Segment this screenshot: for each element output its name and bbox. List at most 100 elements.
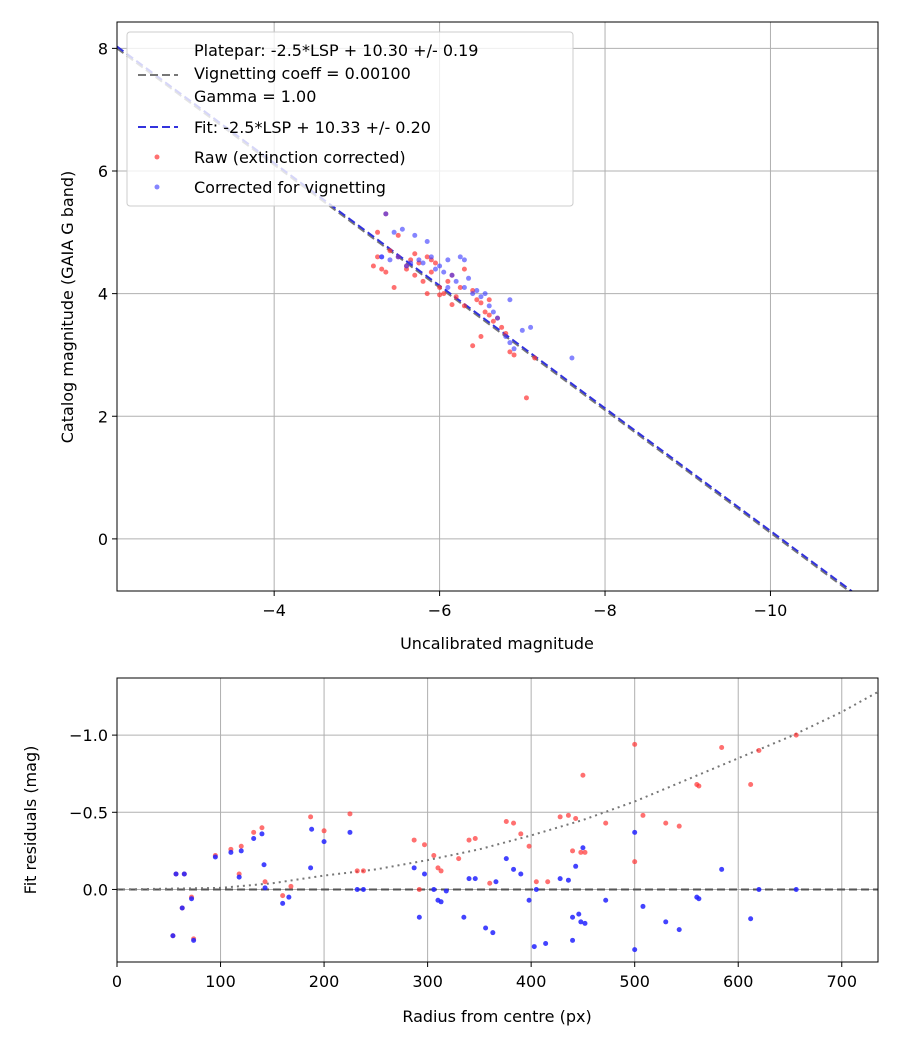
data-point [375, 254, 381, 260]
data-point [387, 248, 393, 254]
data-point [370, 263, 376, 269]
data-point [261, 862, 267, 868]
data-point [632, 829, 638, 835]
top-x-axis-label: Uncalibrated magnitude [400, 634, 594, 653]
data-point [321, 828, 327, 834]
data-point [383, 269, 389, 275]
x-tick-label: 700 [826, 972, 857, 991]
data-point [576, 911, 582, 917]
data-point [582, 920, 588, 926]
data-point [437, 263, 443, 269]
data-point [422, 871, 428, 877]
data-point [486, 303, 492, 309]
y-tick-label: −1.0 [69, 726, 108, 745]
data-point [696, 896, 702, 902]
data-point [507, 349, 513, 355]
data-point [632, 741, 638, 747]
data-point [461, 257, 467, 263]
data-point [438, 868, 444, 874]
data-point [236, 874, 242, 880]
data-point [431, 886, 437, 892]
bottom-plot-area [117, 678, 878, 962]
data-point [347, 811, 353, 817]
data-point [259, 825, 265, 831]
data-point [519, 327, 525, 333]
data-point [457, 284, 463, 290]
data-point [503, 819, 509, 825]
data-point [360, 886, 366, 892]
data-point [424, 239, 430, 245]
data-point [443, 888, 449, 894]
data-point [428, 254, 434, 260]
data-point [573, 815, 579, 821]
data-point [449, 272, 455, 278]
data-point [545, 879, 551, 885]
data-point [663, 919, 669, 925]
data-point [189, 896, 195, 902]
data-point [526, 897, 532, 903]
data-point [445, 284, 451, 290]
data-point [640, 903, 646, 909]
data-point [573, 863, 579, 869]
x-tick-label: 100 [205, 972, 236, 991]
data-point [528, 324, 534, 330]
data-point [523, 395, 529, 401]
data-point [756, 886, 762, 892]
data-point [411, 865, 417, 871]
data-point [420, 278, 426, 284]
data-point [457, 254, 463, 260]
data-point [383, 211, 389, 217]
data-point [412, 272, 418, 278]
data-point [482, 291, 488, 297]
data-point [578, 849, 584, 855]
data-point [408, 260, 414, 266]
data-point [511, 352, 517, 358]
x-tick-label: −8 [593, 601, 617, 620]
data-point [461, 284, 467, 290]
data-point [416, 886, 422, 892]
bottom-x-axis-label: Radius from centre (px) [402, 1007, 591, 1026]
x-tick-label: 600 [723, 972, 754, 991]
data-point [478, 334, 484, 340]
data-point [399, 226, 405, 232]
data-point [391, 284, 397, 290]
legend-corrected-label: Corrected for vignetting [194, 178, 386, 197]
data-point [391, 229, 397, 235]
data-point [437, 284, 443, 290]
data-point [387, 257, 393, 263]
data-point [431, 853, 437, 858]
x-tick-label: 200 [309, 972, 340, 991]
y-tick-label: 8 [98, 39, 108, 58]
data-point [570, 937, 576, 943]
data-point [580, 772, 586, 778]
data-point [379, 266, 385, 272]
data-point [526, 843, 532, 849]
data-point [395, 232, 401, 238]
data-point [582, 849, 588, 855]
data-point [441, 291, 447, 297]
data-point [404, 263, 410, 269]
data-point [565, 812, 571, 818]
data-point [262, 885, 268, 891]
data-point [453, 294, 459, 300]
data-point [262, 879, 268, 885]
data-point [663, 820, 669, 826]
data-point [461, 266, 467, 272]
x-tick-label: 500 [619, 972, 650, 991]
data-point [511, 866, 517, 872]
legend-raw-label: Raw (extinction corrected) [194, 148, 406, 167]
data-point [493, 879, 499, 885]
legend-raw-marker [154, 154, 160, 160]
bottom-plot-frame [116, 677, 879, 963]
data-point [603, 820, 609, 826]
data-point [453, 278, 459, 284]
data-point [238, 848, 244, 854]
data-point [308, 865, 314, 871]
x-tick-label: 300 [412, 972, 443, 991]
data-point [478, 300, 484, 306]
data-point [461, 914, 467, 920]
bottom-ticks: 0 100 200 300 400 500 600 700 0.0 −0.5 −1.0 [69, 726, 857, 991]
data-point [238, 843, 244, 849]
x-tick-label: −10 [754, 601, 788, 620]
data-point [461, 303, 467, 309]
